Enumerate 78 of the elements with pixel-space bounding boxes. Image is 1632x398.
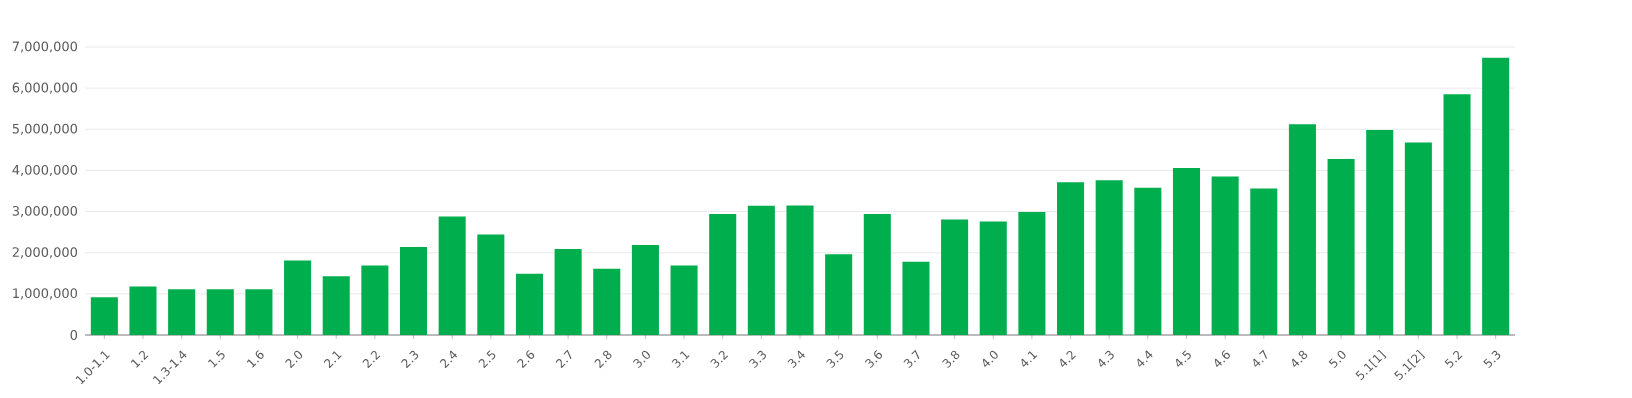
bar	[284, 260, 312, 335]
x-tick-label: 4.0	[982, 350, 998, 367]
bar	[863, 214, 891, 335]
bar	[1018, 211, 1046, 335]
x-tick-label: 2.2	[362, 350, 381, 369]
bar	[786, 205, 814, 335]
bar	[1404, 142, 1432, 335]
bar	[438, 216, 466, 335]
y-tick-label: 1,000,000	[13, 288, 78, 300]
x-tick-label: 2.5	[478, 350, 496, 369]
bar	[206, 289, 234, 335]
bar	[90, 297, 118, 335]
y-tick-label: 3,000,000	[12, 206, 78, 218]
bar	[941, 219, 969, 335]
bar	[245, 289, 273, 335]
bar	[631, 244, 659, 335]
x-tick-label: 2.4	[439, 350, 458, 369]
bar	[709, 214, 737, 335]
x-tick-label: 3.8	[942, 350, 960, 368]
bar	[1095, 180, 1123, 335]
x-tick-label: 3.4	[787, 350, 805, 368]
bar	[670, 265, 698, 335]
bar	[1211, 176, 1239, 335]
y-tick-label: 4,000,000	[12, 164, 78, 177]
bar	[1482, 57, 1510, 335]
bar	[322, 276, 350, 335]
bar	[129, 286, 157, 335]
y-tick-label: 6,000,000	[12, 82, 78, 94]
x-tick-label: 5.0	[1328, 350, 1346, 368]
bar	[593, 268, 621, 335]
x-tick-label: 2.7	[555, 349, 572, 369]
bar	[361, 265, 389, 335]
bar	[554, 249, 582, 335]
bar	[1327, 158, 1355, 335]
x-tick-label: 4.7	[1253, 349, 1268, 367]
x-tick-label: 4.4	[1137, 350, 1153, 367]
x-tick-label: 2.1	[323, 351, 342, 369]
bar	[1250, 188, 1278, 335]
bar	[1288, 124, 1316, 335]
x-tick-label: 5.2	[1444, 350, 1463, 368]
x-tick-label: 3.6	[864, 350, 883, 368]
bar	[1057, 182, 1085, 335]
x-tick-label: 1.5	[208, 350, 225, 368]
bar	[1134, 187, 1162, 335]
y-tick-label: 7,000,000	[12, 41, 78, 53]
bar	[168, 289, 196, 335]
bar	[979, 221, 1007, 335]
bar	[400, 246, 428, 335]
x-tick-label: 4.5	[1175, 350, 1191, 367]
y-tick-label: 0	[70, 330, 78, 340]
x-tick-label: 2.3	[401, 350, 419, 369]
bar	[515, 273, 543, 335]
bar	[747, 205, 775, 335]
bar	[477, 234, 505, 335]
x-tick-label: 3.7	[903, 349, 920, 368]
x-tick-label: 1.6	[246, 350, 264, 368]
x-tick-label: 4.1	[1021, 351, 1038, 367]
x-tick-label: 3.2	[710, 350, 729, 368]
x-tick-label: 2.8	[594, 350, 612, 369]
x-tick-label: 4.2	[1060, 350, 1076, 367]
y-tick-label: 2,000,000	[12, 247, 78, 259]
bar	[825, 254, 853, 335]
x-tick-label: 2.6	[517, 350, 535, 369]
bar	[902, 261, 930, 335]
y-tick-label: 5,000,000	[12, 123, 78, 135]
x-tick-label: 3.0	[633, 350, 650, 368]
x-tick-label: 2.0	[285, 350, 303, 369]
x-tick-label: 3.5	[826, 350, 844, 368]
x-tick-label: 4.6	[1214, 350, 1230, 367]
bar	[1443, 94, 1471, 335]
x-tick-label: 5.3	[1483, 350, 1501, 368]
bar	[1172, 167, 1201, 335]
x-tick-label: 4.3	[1098, 350, 1114, 367]
x-tick-label: 3.3	[748, 350, 766, 368]
x-tick-label: 3.1	[671, 351, 690, 368]
bar	[1366, 130, 1394, 335]
x-tick-label: 1.2	[130, 350, 149, 368]
x-tick-label: 4.8	[1292, 350, 1308, 367]
